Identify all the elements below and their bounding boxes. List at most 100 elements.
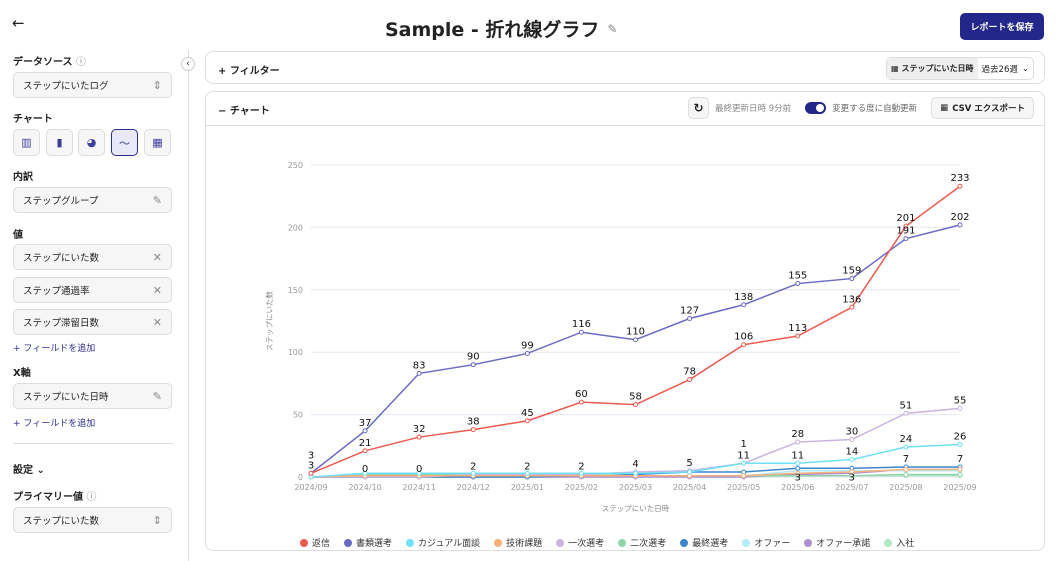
x-tick-label: 2024/11 (403, 483, 436, 492)
add-value-field-link[interactable]: + フィールドを追加 (13, 344, 96, 354)
legend-item[interactable]: 返信 (300, 536, 330, 549)
x-tick-label: 2025/04 (673, 483, 706, 492)
data-point (687, 469, 693, 475)
bar-chart-icon: ▮ (56, 136, 63, 149)
legend-label: 一次選考 (568, 539, 605, 549)
datasource-value: ステップにいたログ (23, 81, 109, 92)
divider (206, 125, 1044, 126)
datasource-select[interactable]: ステップにいたログ ⇕ (13, 72, 172, 98)
help-icon[interactable]: ⓘ (86, 492, 97, 503)
x-axis-title: ステップにいた日時 (602, 504, 670, 513)
data-label: 155 (788, 271, 807, 282)
data-label: 83 (413, 360, 426, 371)
xaxis-field[interactable]: ステップにいた日時 ✎ (13, 383, 172, 409)
close-icon[interactable]: ✕ (152, 283, 162, 297)
legend-label: 技術課題 (506, 539, 543, 549)
y-axis-title: ステップにいた数 (264, 291, 274, 351)
legend-item[interactable]: 入社 (884, 536, 914, 549)
legend-label: 書類選考 (356, 539, 393, 549)
legend-item[interactable]: カジュアル面談 (406, 536, 480, 549)
divider (13, 443, 173, 444)
datasource-label: データソース ⓘ (13, 57, 86, 68)
legend-item[interactable]: 書類選考 (344, 536, 392, 549)
legend-item[interactable]: オファー (742, 536, 790, 549)
value-field[interactable]: ステップ通過率 ✕ (13, 277, 172, 303)
data-point (524, 470, 530, 476)
primary-value-label: プライマリー値 ⓘ (13, 492, 97, 503)
chart-type-stacked-bar[interactable]: ▥ (13, 129, 40, 156)
value-field[interactable]: ステップにいた数 ✕ (13, 244, 172, 270)
data-label: 24 (900, 434, 913, 445)
data-point (903, 236, 909, 242)
updown-icon: ⇕ (152, 513, 162, 527)
chevron-down-icon: ⌄ (36, 465, 45, 476)
edit-icon[interactable]: ✎ (152, 193, 162, 207)
chart-label: チャート (13, 114, 53, 125)
chart-toggle[interactable]: − チャート (218, 106, 270, 117)
data-label: 2 (578, 462, 584, 473)
data-label: 113 (788, 323, 807, 334)
edit-icon[interactable]: ✎ (152, 389, 162, 403)
data-point (362, 470, 368, 476)
data-label: 159 (842, 266, 861, 277)
legend-item[interactable]: 技術課題 (494, 536, 542, 549)
sidebar-divider[interactable] (188, 50, 189, 561)
data-point (578, 470, 584, 476)
data-label: 3 (308, 460, 314, 471)
data-label: 0 (416, 464, 422, 475)
x-tick-label: 2025/01 (511, 483, 544, 492)
legend-swatch (344, 539, 353, 547)
y-tick-label: 150 (288, 286, 303, 295)
data-point (849, 469, 855, 475)
legend-item[interactable]: 二次選考 (618, 536, 666, 549)
collapse-sidebar-button[interactable]: ‹ (181, 57, 195, 71)
legend-label: オファー (754, 539, 791, 549)
refresh-icon: ↻ (693, 101, 704, 115)
date-filter[interactable]: ▦ ステップにいた日時 過去26週 ⌄ (885, 57, 1034, 80)
chart-type-pie[interactable]: ◕ (78, 129, 105, 156)
value-label: ステップ滞留日数 (23, 318, 100, 329)
data-label: 1 (740, 439, 746, 450)
legend-item[interactable]: オファー承諾 (804, 536, 870, 549)
filter-toggle[interactable]: + フィルター (218, 66, 280, 77)
data-point (795, 470, 801, 476)
data-point (903, 410, 909, 416)
data-point (957, 472, 963, 478)
y-tick-label: 200 (288, 223, 303, 232)
data-point (470, 362, 476, 368)
primary-value-select[interactable]: ステップにいた数 ⇕ (13, 507, 172, 533)
y-tick-label: 250 (288, 161, 303, 170)
refresh-button[interactable]: ↻ (688, 97, 710, 119)
date-filter-field: ▦ ステップにいた日時 (886, 58, 978, 79)
table-icon: ▦ (940, 103, 949, 113)
series-line-書類選考 (310, 224, 961, 474)
data-label: 7 (957, 454, 963, 465)
data-point (633, 470, 638, 476)
add-xaxis-field-link[interactable]: + フィールドを追加 (13, 419, 96, 429)
data-label: 58 (629, 392, 642, 403)
y-tick-label: 50 (293, 411, 303, 420)
legend-swatch (618, 539, 627, 547)
settings-toggle[interactable]: 設定 ⌄ (13, 465, 45, 476)
chart-type-line[interactable]: 〜 (111, 129, 138, 156)
value-field[interactable]: ステップ滞留日数 ✕ (13, 309, 172, 335)
chart-type-bar[interactable]: ▮ (46, 129, 73, 156)
legend-item[interactable]: 一次選考 (556, 536, 604, 549)
legend-item[interactable]: 最終選考 (680, 536, 728, 549)
csv-export-button[interactable]: ▦ CSV エクスポート (931, 97, 1034, 119)
back-arrow-icon[interactable]: ← (12, 14, 25, 32)
chart-type-table[interactable]: ▦ (144, 129, 171, 156)
close-icon[interactable]: ✕ (152, 250, 162, 264)
edit-title-icon[interactable]: ✎ (607, 21, 618, 36)
close-icon[interactable]: ✕ (152, 315, 162, 329)
x-tick-label: 2025/09 (943, 483, 976, 492)
auto-update-toggle[interactable] (805, 102, 827, 114)
save-report-button[interactable]: レポートを保存 (960, 13, 1044, 40)
chart-toolbar: ↻ 最終更新日時 9分前 変更する度に自動更新 ▦ CSV エクスポート (688, 97, 1034, 119)
data-point (578, 329, 584, 335)
help-icon[interactable]: ⓘ (75, 57, 86, 68)
breakdown-field[interactable]: ステップグループ ✎ (13, 187, 172, 213)
data-point (687, 316, 693, 322)
xaxis-value: ステップにいた日時 (23, 392, 109, 403)
data-point (795, 465, 801, 471)
